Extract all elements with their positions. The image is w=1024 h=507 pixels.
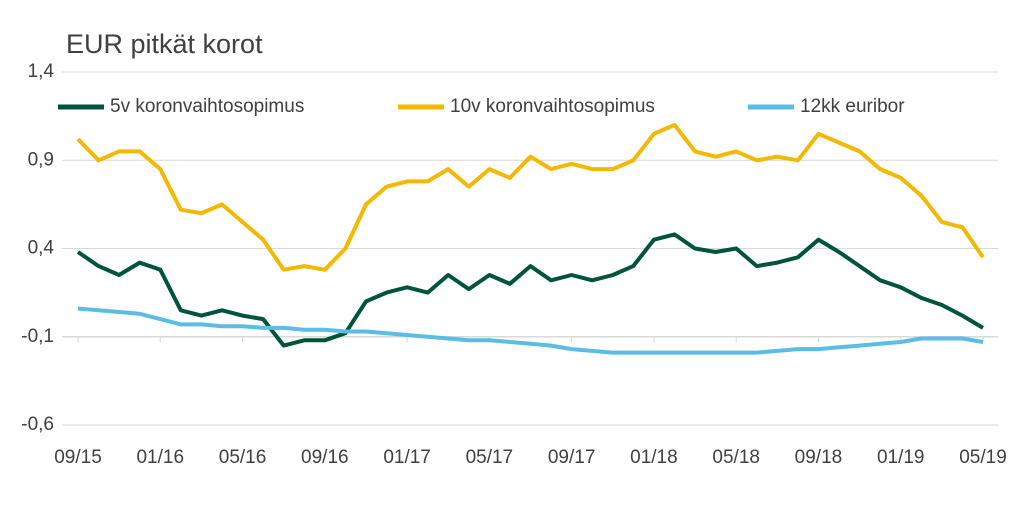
y-tick-label: 0,9 [28,149,54,170]
y-tick-label: 0,4 [28,238,55,259]
chart-title: EUR pitkät korot [66,29,263,59]
y-tick-label: 1,4 [28,61,55,82]
x-tick-label: 05/16 [219,447,267,468]
line-series [77,306,984,355]
x-tick-label: 09/17 [548,447,596,468]
x-tick-label: 01/19 [877,447,925,468]
x-tick-label: 01/18 [630,447,678,468]
x-tick-label: 05/18 [712,447,760,468]
y-tick-label: -0,6 [21,414,54,435]
legend-label: 12kk euribor [800,96,905,117]
x-tick-label: 01/17 [383,447,431,468]
line-series [76,232,985,348]
legend-label: 5v koronvaihtosopimus [110,96,304,117]
x-tick-label: 05/19 [959,447,1007,468]
x-tick-label: 09/16 [301,447,349,468]
line-series [76,122,985,272]
y-tick-label: -0,1 [21,326,54,347]
x-tick-label: 05/17 [466,447,514,468]
x-tick-label: 09/15 [54,447,102,468]
x-tick-label: 01/16 [136,447,184,468]
x-tick-label: 09/18 [795,447,843,468]
legend-label: 10v koronvaihtosopimus [450,96,655,117]
